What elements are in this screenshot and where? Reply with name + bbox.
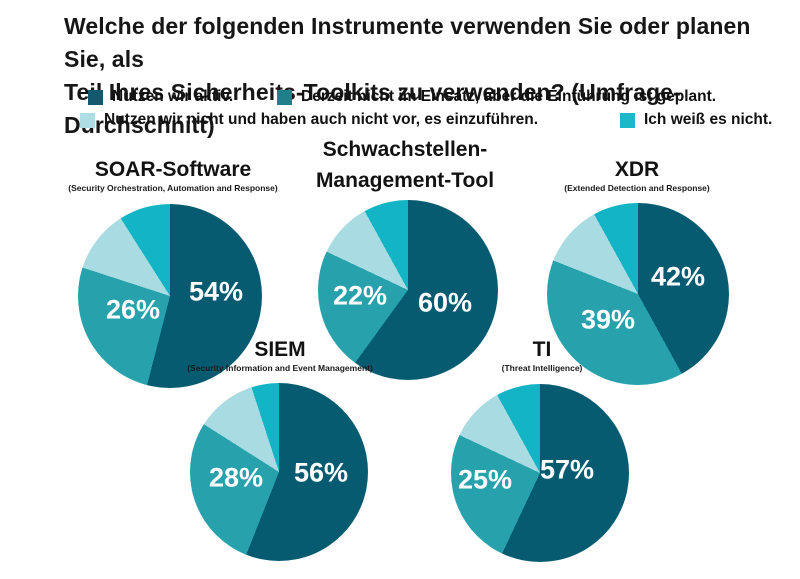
legend-label: Ich weiß es nicht.: [644, 111, 773, 128]
pie-label-main: 60%: [417, 287, 473, 318]
pie-label-secondary: 28%: [208, 462, 264, 493]
pie-subtitle-soar: (Security Orchestration, Automation and …: [68, 183, 278, 193]
pie-title-soar: SOAR-Software: [94, 158, 252, 181]
pie-subtitle-siem: (Security Information and Event Manageme…: [187, 363, 373, 373]
pie-label-main: 57%: [539, 454, 595, 485]
legend-item-planned: Derzeit nicht im Einsatz, aber die Einfü…: [277, 88, 716, 106]
legend-swatch-cyan: [620, 112, 635, 128]
pie-chart-soar: 54% 26%: [78, 204, 262, 388]
legend-item-no-plans: Nutzen wir nicht und haben auch nicht vo…: [80, 111, 538, 129]
pie-label-secondary: 39%: [580, 304, 636, 335]
pie-label-main: 54%: [188, 276, 244, 307]
pie-chart-xdr: 42% 39%: [547, 203, 729, 385]
pie-subtitle-ti: (Threat Intelligence): [501, 363, 583, 373]
legend-swatch-light-teal: [80, 112, 95, 128]
pie-title-xdr: XDR: [614, 158, 660, 181]
pie-title-schwachstellen: Schwachstellen- Management-Tool: [315, 138, 495, 192]
pie-chart-ti: 57% 25%: [451, 384, 629, 562]
legend-item-dont-know: Ich weiß es nicht.: [620, 111, 772, 129]
pie-chart-siem: 56% 28%: [190, 383, 368, 561]
pie-label-main: 42%: [650, 261, 706, 292]
legend-swatch-teal: [277, 89, 292, 105]
legend-label: Nutzen wir nicht und haben auch nicht vo…: [104, 111, 539, 128]
pie-title-siem: SIEM: [254, 338, 306, 361]
legend-item-active-use: Nutzen wir aktiv.: [88, 88, 233, 106]
legend-label: Nutzen wir aktiv.: [112, 88, 234, 105]
pie-subtitle-xdr: (Extended Detection and Response): [564, 183, 710, 193]
pie-chart-schwachstellen: 60% 22%: [318, 200, 498, 380]
pie-title-ti: TI: [532, 338, 552, 361]
pie-label-secondary: 22%: [332, 280, 388, 311]
pie-label-secondary: 25%: [457, 464, 513, 495]
legend-swatch-dark-teal: [88, 89, 103, 105]
pie-label-main: 56%: [293, 457, 349, 488]
pie-label-secondary: 26%: [105, 294, 161, 325]
legend-label: Derzeit nicht im Einsatz, aber die Einfü…: [301, 88, 717, 105]
